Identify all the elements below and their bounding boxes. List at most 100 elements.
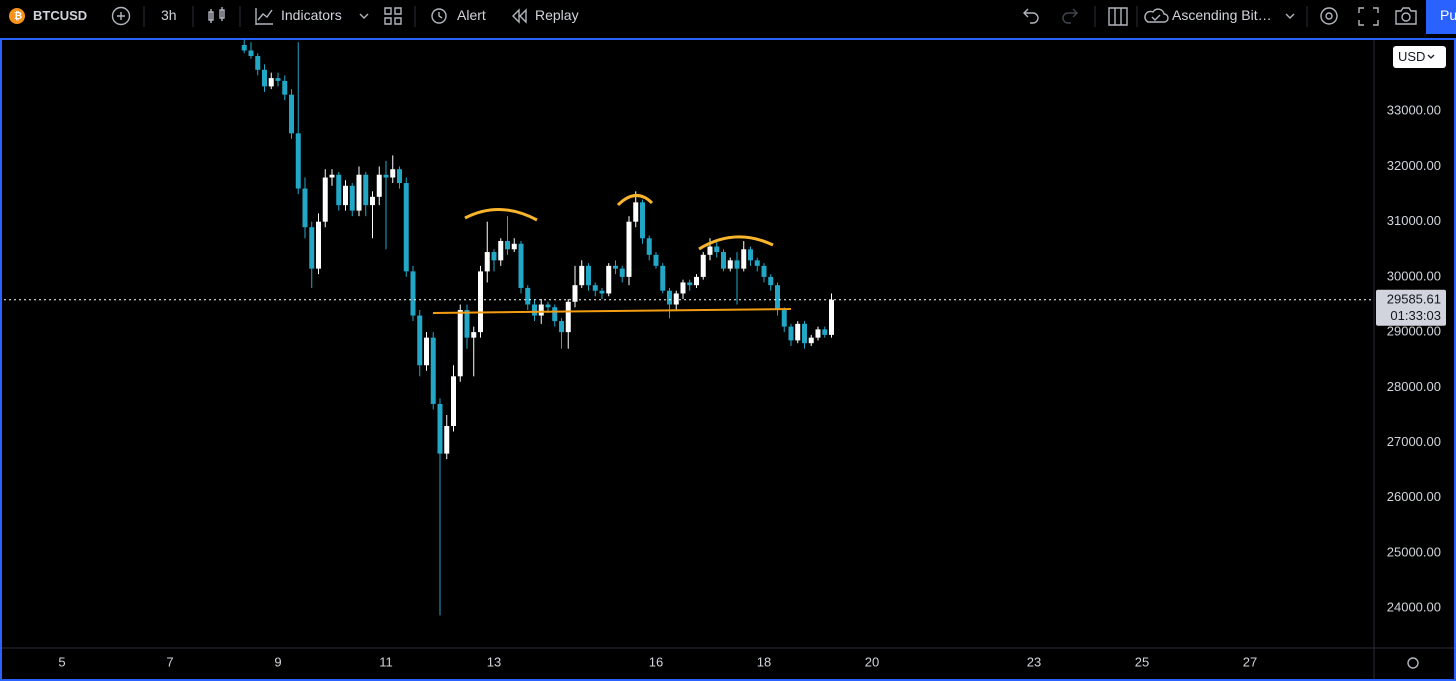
x-tick-label: 20	[865, 654, 879, 669]
candle-body	[795, 323, 801, 341]
fullscreen[interactable]	[1358, 7, 1379, 26]
candle-body	[248, 50, 254, 57]
alert[interactable]: Alert	[457, 7, 486, 23]
candle-body	[815, 329, 821, 338]
candle-body	[477, 271, 483, 333]
candle-body	[525, 287, 531, 305]
candle-body	[788, 326, 794, 341]
candle-body	[295, 133, 301, 189]
y-tick-label: 31000.00	[1387, 213, 1441, 228]
btc-glyph: ₿	[14, 10, 22, 22]
candle-body	[734, 260, 740, 269]
candle-body	[268, 78, 274, 87]
x-tick-label: 7	[166, 654, 173, 669]
candle-body	[322, 177, 328, 222]
x-tick-label: 11	[379, 654, 393, 669]
chart-frame	[0, 38, 1456, 681]
indicators-dropdown[interactable]	[359, 13, 369, 19]
neckline-drawing	[432, 308, 792, 314]
candle-body	[349, 185, 355, 211]
publish[interactable]: Pu	[1440, 7, 1456, 23]
y-tick-label: 33000.00	[1387, 103, 1441, 118]
x-tick-label: 13	[487, 654, 501, 669]
candle-body	[822, 329, 828, 335]
candle-body	[376, 174, 382, 197]
axis-settings[interactable]	[1407, 657, 1419, 669]
candle-body	[336, 174, 342, 206]
y-tick-label: 24000.00	[1387, 600, 1441, 615]
candle-body	[531, 304, 537, 316]
snapshot[interactable]	[1395, 7, 1417, 25]
candle-body	[747, 249, 753, 261]
candle-body	[687, 282, 693, 286]
candle-body	[599, 290, 605, 294]
layout-dropdown[interactable]	[1285, 13, 1295, 19]
templates[interactable]	[384, 7, 402, 25]
replay-icon[interactable]	[512, 8, 527, 24]
candle-body	[680, 282, 686, 294]
candle-body	[302, 188, 308, 228]
candle-body	[255, 56, 261, 70]
y-tick-label: 28000.00	[1387, 379, 1441, 394]
right-shoulder-drawing	[698, 235, 774, 251]
candle-body	[288, 94, 294, 134]
undo[interactable]	[1023, 8, 1039, 24]
candle-body	[808, 337, 814, 344]
candle-body	[707, 246, 713, 255]
candle-body	[673, 293, 679, 305]
interval[interactable]: 3h	[161, 7, 177, 23]
candle-body	[410, 271, 416, 316]
candle-body	[444, 426, 450, 454]
candle-body	[545, 304, 551, 308]
layout-name[interactable]: Ascending Bit…	[1172, 7, 1272, 23]
candle-body	[430, 337, 436, 404]
x-tick-label: 18	[757, 654, 771, 669]
candle-body	[558, 321, 564, 333]
candle-body	[437, 403, 443, 454]
replay[interactable]: Replay	[535, 7, 579, 23]
currency: USD	[1398, 49, 1425, 64]
y-tick-label: 26000.00	[1387, 489, 1441, 504]
candle-body	[471, 332, 477, 338]
candle-body	[633, 202, 639, 222]
candle-body	[498, 241, 504, 261]
candle-body	[403, 183, 409, 272]
candle-body	[484, 252, 490, 272]
last-price-label: 29585.61	[1387, 292, 1441, 307]
candle-body	[390, 169, 396, 178]
candle-body	[450, 376, 456, 427]
candle-body	[275, 78, 281, 81]
symbol[interactable]: BTCUSD	[33, 8, 87, 23]
y-tick-label: 25000.00	[1387, 544, 1441, 559]
indicators[interactable]: Indicators	[281, 7, 342, 23]
x-tick-label: 25	[1135, 654, 1149, 669]
candle-body	[417, 315, 423, 366]
candle-body	[781, 310, 787, 327]
alert-icon[interactable]	[431, 8, 447, 24]
publish-button[interactable]	[1426, 0, 1456, 34]
add-symbol[interactable]	[111, 6, 131, 26]
candle-body	[727, 260, 733, 269]
candle-body	[639, 202, 645, 239]
candle-body	[619, 268, 625, 277]
settings[interactable]	[1320, 7, 1338, 25]
candle-body	[504, 241, 510, 250]
candle-body	[369, 196, 375, 206]
indicators-icon[interactable]	[255, 8, 273, 25]
chart-type[interactable]	[208, 7, 225, 23]
redo[interactable]	[1062, 8, 1078, 24]
currency-badge[interactable]	[1393, 46, 1446, 68]
cloud-save[interactable]	[1144, 8, 1169, 23]
x-tick-label: 27	[1243, 654, 1257, 669]
candle-body	[572, 285, 578, 302]
candle-body	[457, 310, 463, 377]
layout-select[interactable]	[1108, 7, 1128, 26]
candle-body	[396, 169, 402, 184]
candle-body	[363, 174, 369, 206]
left-shoulder-drawing	[464, 208, 538, 222]
y-tick-label: 27000.00	[1387, 434, 1441, 449]
candle-body	[518, 243, 524, 288]
candle-body	[828, 299, 834, 335]
x-tick-label: 16	[649, 654, 663, 669]
